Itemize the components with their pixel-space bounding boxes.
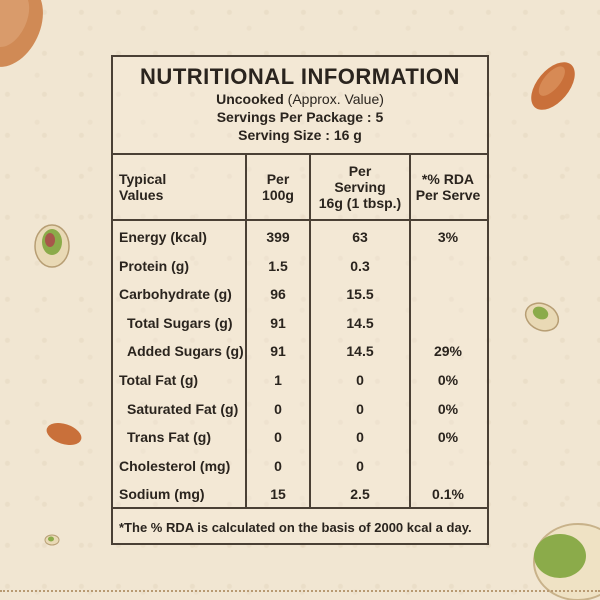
per100-value: 0	[274, 429, 282, 446]
nutrient-label: Total Sugars (g)	[127, 314, 233, 331]
nutrient-label: Added Sugars (g)	[127, 343, 244, 360]
table-row: Saturated Fat (g) 0 0 0%	[113, 395, 487, 424]
nutrient-label: Sodium (mg)	[119, 486, 205, 503]
nutrient-label: Total Fat (g)	[119, 372, 199, 388]
per-serving-value: 2.5	[350, 486, 370, 503]
table-row: Sodium (mg) 15 2.5 0.1%	[113, 480, 487, 509]
col-header-per100: Per 100g	[262, 171, 294, 203]
table-row: Cholesterol (mg) 0 0	[113, 452, 487, 481]
pistachio-icon	[533, 523, 600, 600]
nutrient-label: Trans Fat (g)	[127, 429, 212, 446]
nutrition-panel: NUTRITIONAL INFORMATION Uncooked (Approx…	[111, 55, 489, 545]
table-row: Total Sugars (g) 91 14.5	[113, 309, 487, 338]
per100-value: 1	[274, 372, 282, 388]
col-header-per-serving: Per Serving 16g (1 tbsp.)	[318, 163, 402, 211]
column-divider	[309, 155, 311, 507]
rda-value: 0%	[437, 400, 459, 417]
almond-icon	[0, 0, 43, 67]
per100-value: 1.5	[268, 257, 288, 274]
serving-size: Serving Size : 16 g	[238, 127, 362, 143]
table-row: Energy (kcal) 399 63 3%	[113, 223, 487, 252]
rda-value: 3%	[437, 229, 459, 245]
per-serving-value: 14.5	[346, 314, 374, 331]
rda-value: 0%	[437, 429, 459, 446]
header-divider	[113, 219, 487, 221]
pistachio-icon	[34, 224, 70, 268]
nutrient-label: Cholesterol (mg)	[119, 457, 231, 474]
col-header-rda: *% RDA Per Serve	[415, 171, 481, 203]
per-serving-value: 0	[356, 429, 364, 446]
pistachio-icon	[44, 534, 60, 546]
almond-icon	[531, 62, 575, 110]
servings-per-package: Servings Per Package : 5	[216, 109, 384, 125]
per100-value: 96	[270, 286, 286, 303]
per100-value: 0	[274, 457, 282, 474]
per-serving-value: 63	[352, 229, 368, 245]
approx-note: (Approx. Value)	[283, 91, 384, 107]
rda-value: 0%	[437, 372, 459, 388]
table-row: Carbohydrate (g) 96 15.5	[113, 280, 487, 309]
per-serving-value: 14.5	[346, 343, 374, 360]
nutrient-label: Energy (kcal)	[119, 229, 207, 245]
almond-icon	[46, 422, 82, 446]
per100-value: 0	[274, 400, 282, 417]
nutrient-label: Protein (g)	[119, 257, 189, 274]
per100-value: 91	[270, 343, 286, 360]
nutrient-label: Saturated Fat (g)	[127, 400, 239, 417]
rda-value: 0.1%	[432, 486, 464, 503]
pistachio-icon	[524, 302, 560, 332]
table-row: Added Sugars (g) 91 14.5 29%	[113, 337, 487, 366]
per-serving-value: 0.3	[350, 257, 370, 274]
per100-value: 15	[270, 486, 286, 503]
per-serving-value: 0	[356, 400, 364, 417]
column-divider	[409, 155, 411, 507]
uncooked-label: Uncooked	[216, 91, 284, 107]
panel-header: NUTRITIONAL INFORMATION Uncooked (Approx…	[113, 57, 487, 155]
per100-value: 91	[270, 314, 286, 331]
nutrition-table: Typical Values Per 100g Per Serving 16g …	[113, 155, 487, 509]
footnote: *The % RDA is calculated on the basis of…	[119, 520, 472, 535]
rda-value: 29%	[433, 343, 463, 360]
per-serving-value: 0	[356, 372, 364, 388]
uncooked-line: Uncooked (Approx. Value)	[113, 90, 487, 108]
per-serving-value: 0	[356, 457, 364, 474]
col-header-typical: Typical Values	[119, 171, 167, 203]
table-row: Total Fat (g) 1 0 0%	[113, 366, 487, 395]
panel-title: NUTRITIONAL INFORMATION	[140, 64, 460, 89]
table-row: Trans Fat (g) 0 0 0%	[113, 423, 487, 452]
dotted-border	[0, 590, 600, 592]
nutrient-label: Carbohydrate (g)	[119, 286, 232, 303]
per100-value: 399	[266, 229, 290, 245]
table-row: Protein (g) 1.5 0.3	[113, 252, 487, 281]
per-serving-value: 15.5	[346, 286, 374, 303]
column-divider	[245, 155, 247, 507]
